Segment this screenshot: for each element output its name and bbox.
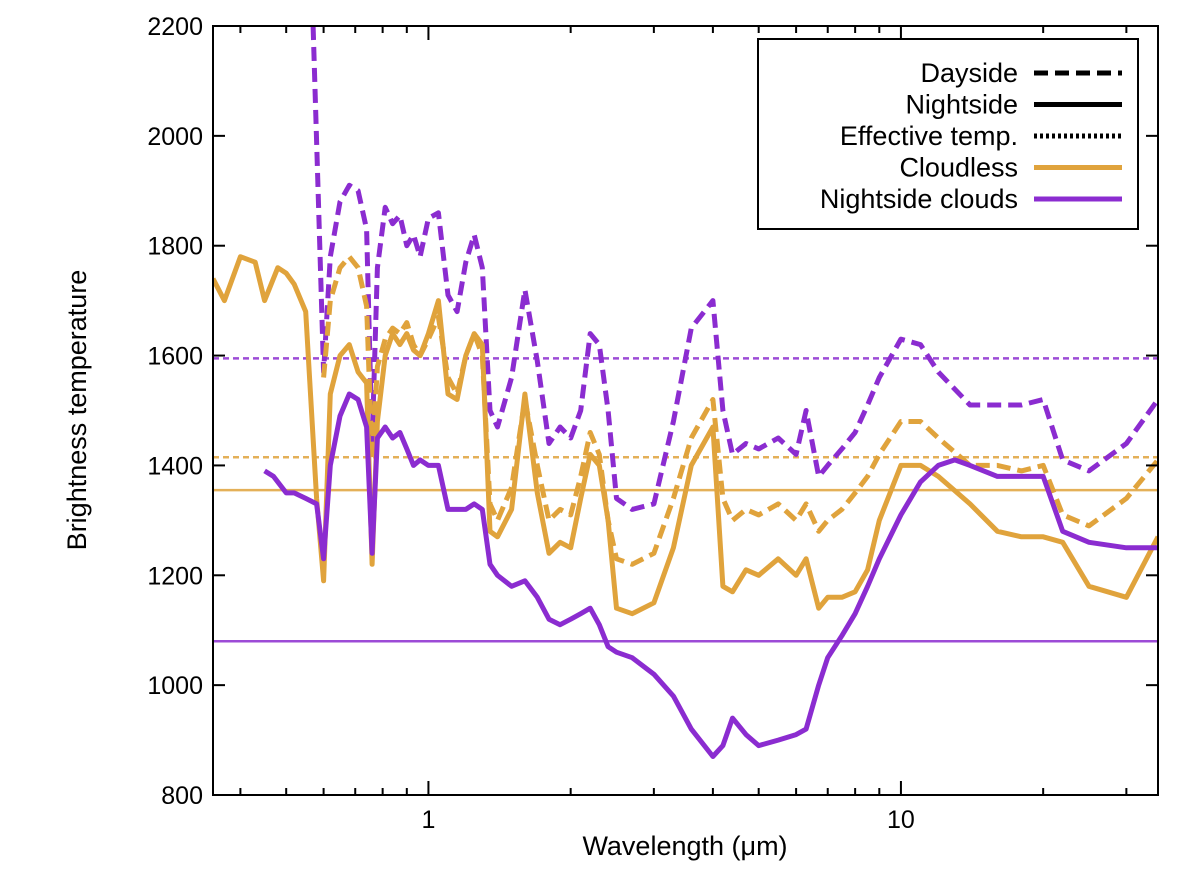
- x-tick-label: 10: [887, 806, 915, 834]
- axis-ticks: 800 1000 1200 1400 1600 1800 2000 2200 1 10: [147, 13, 1158, 834]
- y-tick-label: 1600: [147, 343, 203, 371]
- y-tick-label: 800: [161, 782, 203, 810]
- legend-label-effective-temp: Effective temp.: [840, 121, 1018, 151]
- series-cloudless-dayside: [321, 254, 1158, 567]
- plot-frame: [212, 25, 1159, 796]
- y-tick-label: 1400: [147, 452, 203, 480]
- series-cloudless-nightside: [213, 254, 1158, 617]
- series-layer: [213, 26, 1158, 759]
- y-tick-label: 1800: [147, 233, 203, 261]
- y-tick-label: 1000: [147, 672, 203, 700]
- x-axis-title: Wavelength (μm): [582, 831, 787, 861]
- y-axis-title: Brightness temperature: [62, 270, 92, 551]
- legend-label-dayside: Dayside: [920, 58, 1018, 88]
- legend-label-cloudless: Cloudless: [899, 153, 1018, 183]
- y-tick-label: 2200: [147, 13, 203, 41]
- series-nightside-clouds-dayside: [310, 26, 1158, 512]
- series-nightside-clouds-nightside: [263, 391, 1158, 759]
- legend-label-nightside: Nightside: [905, 90, 1018, 120]
- legend-label-nightside-clouds: Nightside clouds: [820, 184, 1018, 214]
- x-tick-label: 1: [421, 806, 435, 834]
- y-tick-label: 1200: [147, 562, 203, 590]
- y-tick-label: 2000: [147, 123, 203, 151]
